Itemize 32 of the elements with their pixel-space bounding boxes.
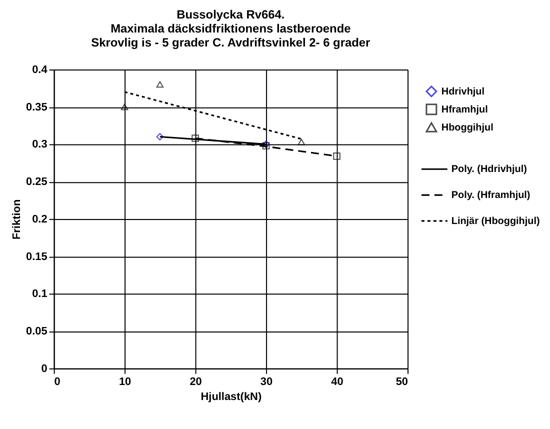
legend-label: Linjär (Hboggihjul): [451, 216, 540, 227]
x-tick-label: 40: [331, 376, 344, 388]
point: [333, 152, 340, 160]
point: [156, 133, 164, 140]
x-tick-label: 20: [190, 376, 202, 388]
y-tick-label: 0.25: [26, 176, 48, 188]
text: Bussolycka Rv664.: [176, 8, 285, 22]
y-tick-label: 0.35: [26, 101, 48, 114]
point: [192, 134, 199, 142]
y-tick-label: 0.4: [32, 64, 48, 76]
y-tick-label: 0: [41, 362, 48, 375]
y-tick-label: 0.1: [32, 288, 48, 300]
legend-label: Poly. (Hdrivhjul): [451, 164, 527, 176]
text: Skrovlig is - 5 grader C. Avdriftsvinkel 2- 6 grader: [91, 36, 370, 50]
x-tick-label: 30: [260, 376, 273, 388]
legend-label: Poly. (Hframhjul): [451, 190, 530, 202]
y-tick-label: 0.2: [32, 213, 48, 226]
point: [156, 81, 164, 88]
point: [298, 138, 306, 146]
x-tick-label: 50: [396, 376, 408, 388]
legend-label: Hframhjul: [441, 104, 488, 116]
x-tick-label: 0: [54, 376, 60, 388]
x-axis-title: Hjullast(kN): [200, 390, 262, 403]
legend-label: Hdrivhjul: [441, 86, 485, 98]
y-axis-title: Friktion: [11, 199, 24, 240]
legend-label: Hboggihjul: [441, 122, 494, 134]
y-tick-label: 0.3: [32, 138, 48, 151]
text: Maximala däcksidfriktionens lastberoende: [110, 22, 351, 36]
y-tick-label: 0.15: [26, 250, 48, 263]
y-tick-label: 0.05: [26, 326, 48, 338]
point: [120, 104, 128, 110]
x-tick-label: 10: [118, 376, 132, 388]
